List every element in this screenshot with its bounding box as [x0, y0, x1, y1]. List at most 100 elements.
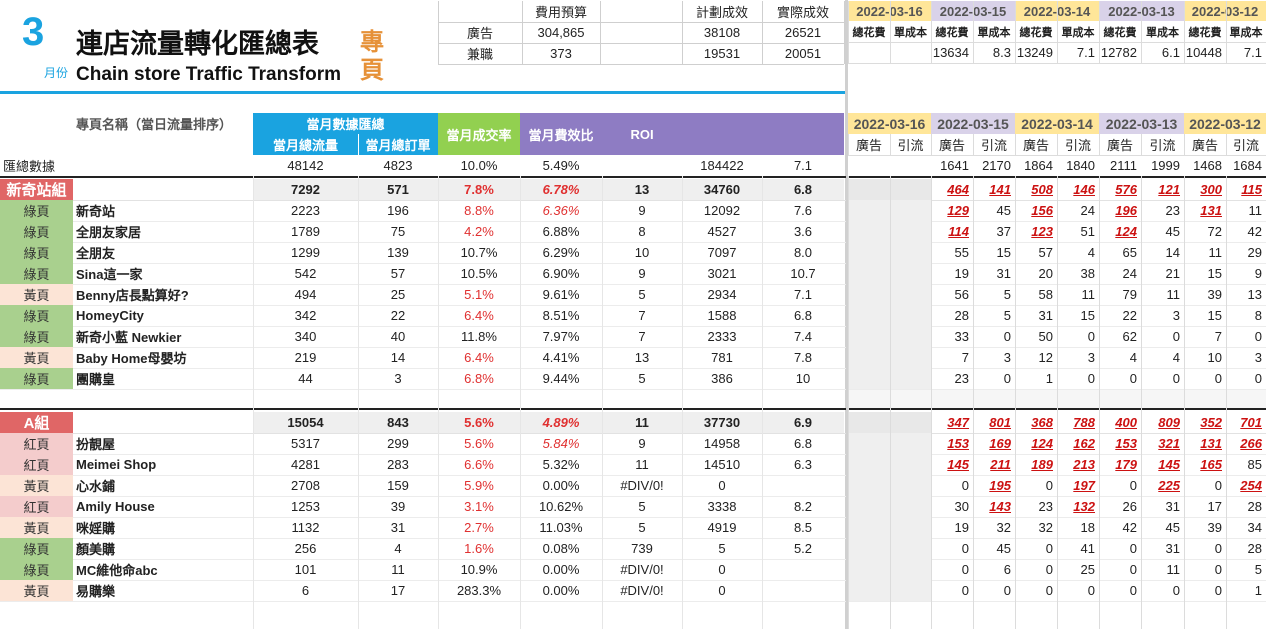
total-conversion[interactable]: 10.0%	[460, 158, 498, 173]
daily-value[interactable]	[848, 454, 890, 475]
orders-value[interactable]: 3	[394, 371, 402, 386]
daily-value[interactable]: 85	[1247, 457, 1262, 472]
roi-value[interactable]: 5	[638, 287, 646, 302]
daily-value[interactable]: 65	[1122, 245, 1137, 260]
daily-value[interactable]	[848, 538, 890, 559]
roi-value[interactable]: 9	[638, 266, 646, 281]
daily-value[interactable]	[848, 242, 890, 263]
ad-cost-value[interactable]: 3.6	[793, 224, 813, 239]
traffic-value[interactable]: 494	[294, 287, 317, 302]
daily-value[interactable]: 0	[1129, 562, 1137, 577]
total-daily-value[interactable]: 1641	[940, 158, 969, 173]
cost-efficiency-value[interactable]: 0.08%	[542, 541, 580, 556]
daily-value[interactable]: 42	[1247, 224, 1262, 239]
daily-value[interactable]: 10	[1207, 350, 1222, 365]
total-cost-value[interactable]: 10448	[1185, 45, 1222, 60]
daily-value[interactable]: 50	[1038, 329, 1053, 344]
daily-value[interactable]	[848, 559, 890, 580]
orders-value[interactable]: 40	[390, 329, 406, 344]
traffic-value[interactable]: 6	[301, 583, 310, 598]
daily-value[interactable]: 17	[1207, 499, 1222, 514]
roi-value[interactable]: 7	[638, 308, 646, 323]
conversion-value[interactable]: 10.7%	[460, 245, 498, 260]
group-traffic[interactable]: 15054	[287, 415, 324, 430]
conversion-value[interactable]: 283.3%	[456, 583, 502, 598]
daily-value[interactable]: 11	[1081, 287, 1096, 302]
ad-spend-value[interactable]: 1588	[707, 308, 737, 323]
daily-value[interactable]: 321	[1158, 436, 1180, 451]
daily-value[interactable]: 0	[1214, 371, 1222, 386]
daily-value[interactable]: 20	[1038, 266, 1053, 281]
col-header-unit-cost[interactable]: 單成本	[1146, 26, 1179, 39]
page-name[interactable]: Amily House	[76, 499, 155, 514]
daily-value[interactable]: 169	[989, 436, 1011, 451]
total-daily-value[interactable]: 1684	[1233, 158, 1262, 173]
page-tag[interactable]: 綠頁	[0, 263, 73, 284]
page-name[interactable]: HomeyCity	[76, 308, 144, 323]
daily-value[interactable]: 266	[1240, 436, 1262, 451]
traffic-value[interactable]: 1253	[291, 499, 320, 514]
daily-value[interactable]	[890, 580, 931, 601]
group-daily-value[interactable]: 576	[1115, 182, 1137, 197]
daily-value[interactable]: 22	[1122, 308, 1137, 323]
conversion-header[interactable]: 當月成交率	[438, 113, 520, 155]
conversion-value[interactable]: 10.9%	[460, 562, 498, 577]
total-daily-value[interactable]: 1840	[1066, 158, 1095, 173]
page-tag[interactable]: 綠頁	[0, 305, 73, 326]
page-tag[interactable]: 綠頁	[0, 538, 73, 559]
page-name[interactable]: 全朋友	[76, 246, 116, 261]
daily-value[interactable]: 0	[1172, 329, 1180, 344]
daily-value[interactable]: 0	[961, 562, 969, 577]
daily-value[interactable]	[848, 284, 890, 305]
unit-cost-value[interactable]	[890, 42, 931, 63]
page-name-header[interactable]: 專頁名稱（當日流量排序）	[76, 116, 233, 132]
daily-value[interactable]: 72	[1207, 224, 1222, 239]
daily-date-header[interactable]: 2022-03-13	[1099, 113, 1184, 134]
daily-value[interactable]: 0	[1254, 329, 1262, 344]
ad-spend-value[interactable]: 781	[711, 350, 733, 365]
page-tag[interactable]: 綠頁	[0, 200, 73, 221]
daily-value[interactable]: 31	[1038, 308, 1053, 323]
daily-value[interactable]: 179	[1115, 457, 1137, 472]
budget-row-label[interactable]: 兼職	[466, 47, 493, 62]
daily-value[interactable]: 11	[1248, 203, 1263, 218]
traffic-value[interactable]: 44	[298, 371, 313, 386]
daily-value[interactable]: 0	[1172, 371, 1180, 386]
daily-value[interactable]: 0	[961, 583, 969, 598]
page-name[interactable]: 新奇小藍 Newkier	[76, 330, 182, 345]
conversion-value[interactable]: 6.8%	[464, 371, 494, 386]
orders-value[interactable]: 31	[390, 520, 406, 535]
budget-col-header[interactable]: 費用預算	[534, 5, 587, 20]
group-daily-value[interactable]	[848, 179, 890, 200]
page-tag[interactable]: 紅頁	[0, 496, 73, 517]
daily-value[interactable]	[890, 242, 931, 263]
orders-value[interactable]: 22	[390, 308, 406, 323]
daily-value[interactable]	[890, 347, 931, 368]
ad-cost-header[interactable]	[762, 113, 844, 155]
orders-value[interactable]: 14	[390, 350, 406, 365]
daily-value[interactable]	[848, 368, 890, 389]
unit-cost-value[interactable]: 7.1	[1076, 45, 1095, 60]
cost-efficiency-value[interactable]: 6.29%	[542, 245, 580, 260]
daily-value[interactable]: 143	[989, 499, 1011, 514]
page-name[interactable]: 心水鋪	[76, 479, 116, 494]
daily-value[interactable]: 30	[954, 499, 969, 514]
page-name[interactable]: MC維他命abc	[76, 563, 158, 578]
daily-value[interactable]: 4	[1087, 245, 1095, 260]
daily-date-header[interactable]: 2022-03-16	[848, 113, 931, 134]
page-name[interactable]: 新奇站	[76, 204, 116, 219]
daily-value[interactable]: 21	[1165, 266, 1180, 281]
total-cost-efficiency[interactable]: 5.49%	[542, 158, 580, 173]
unit-cost-value[interactable]: 7.1	[1243, 45, 1262, 60]
cost-efficiency-value[interactable]: 6.88%	[542, 224, 580, 239]
roi-value[interactable]: 11	[635, 457, 649, 472]
conversion-value[interactable]: 5.6%	[464, 436, 494, 451]
roi-header[interactable]: ROI	[602, 113, 682, 155]
page-tag[interactable]: 黃頁	[0, 475, 73, 496]
group-daily-value[interactable]: 300	[1200, 182, 1222, 197]
plan-value[interactable]: 38108	[703, 25, 741, 40]
daily-value[interactable]: 7	[1214, 329, 1222, 344]
daily-value[interactable]: 1	[1045, 371, 1053, 386]
group-ad-cost[interactable]: 6.9	[793, 415, 813, 430]
ad-spend-header[interactable]	[682, 113, 762, 155]
